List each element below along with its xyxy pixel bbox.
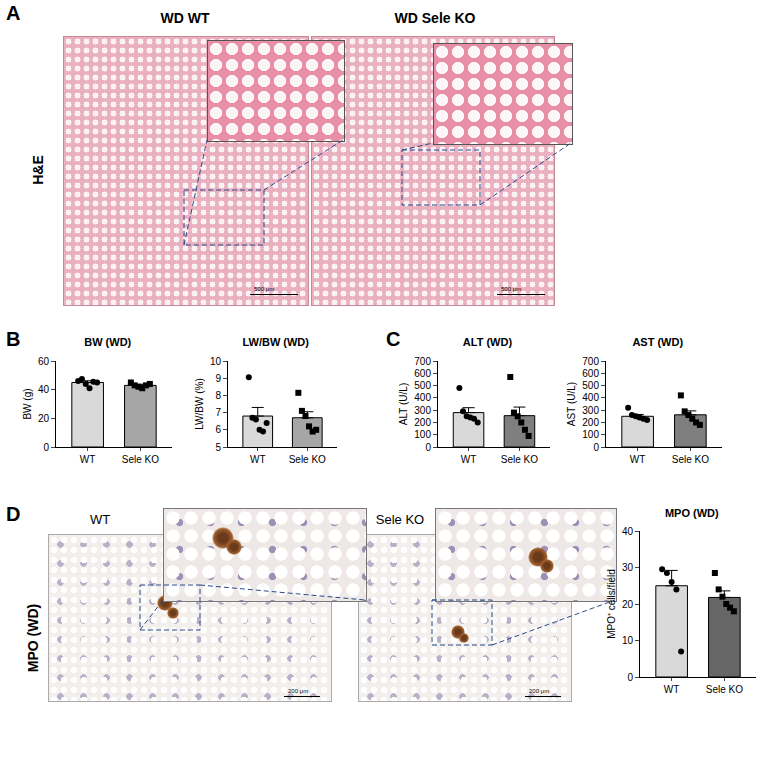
html-text:500 μm: 500 μm: [254, 286, 275, 292]
html-text:MPO (WD): MPO (WD): [25, 603, 41, 673]
svg-text:10: 10: [210, 356, 222, 367]
svg-text:8: 8: [215, 390, 221, 401]
svg-text:30: 30: [622, 562, 634, 573]
html-text:WD WT: WD WT: [160, 10, 210, 26]
svg-text:400: 400: [582, 392, 599, 403]
svg-text:20: 20: [622, 599, 634, 610]
svg-text:9: 9: [215, 373, 221, 384]
svg-text:WT: WT: [630, 454, 646, 465]
html-text:B: B: [6, 328, 21, 350]
svg-text:20: 20: [38, 413, 50, 424]
svg-text:100: 100: [582, 429, 599, 440]
svg-text:400: 400: [414, 392, 431, 403]
svg-text:ALT (U/L): ALT (U/L): [398, 383, 409, 425]
svg-text:40: 40: [38, 384, 50, 395]
html-text:WD Sele KO: WD Sele KO: [394, 10, 476, 26]
svg-text:0: 0: [425, 442, 431, 453]
html-text:C: C: [386, 328, 401, 350]
svg-text:60: 60: [38, 356, 50, 367]
svg-text:100: 100: [414, 429, 431, 440]
svg-text:700: 700: [414, 356, 431, 367]
svg-text:0: 0: [627, 672, 633, 683]
html-text:200 μm: 200 μm: [288, 688, 309, 694]
svg-text:500: 500: [414, 380, 431, 391]
svg-text:MPO (WD): MPO (WD): [665, 507, 719, 519]
html-text:H&E: H&E: [30, 155, 46, 185]
html-text:Sele KO: Sele KO: [375, 512, 425, 527]
svg-text:500: 500: [582, 380, 599, 391]
svg-text:300: 300: [582, 405, 599, 416]
svg-text:WT: WT: [250, 454, 266, 465]
svg-text:5: 5: [215, 442, 221, 453]
svg-text:WT: WT: [461, 454, 477, 465]
svg-text:700: 700: [582, 356, 599, 367]
html-text:200 μm: 200 μm: [529, 688, 550, 694]
svg-text:600: 600: [414, 368, 431, 379]
svg-text:ALT (WD): ALT (WD): [463, 336, 513, 348]
svg-text:40: 40: [622, 526, 634, 537]
svg-text:Sele KO: Sele KO: [501, 454, 538, 465]
svg-text:200: 200: [582, 417, 599, 428]
svg-text:WT: WT: [664, 684, 680, 695]
svg-text:10: 10: [622, 635, 634, 646]
svg-text:Sele KO: Sele KO: [122, 454, 159, 465]
svg-text:0: 0: [43, 442, 49, 453]
svg-text:Sele KO: Sele KO: [289, 454, 326, 465]
svg-text:AST (U/L): AST (U/L): [566, 382, 577, 426]
html-text:500 μm: 500 μm: [501, 286, 522, 292]
svg-text:LW/BW (%): LW/BW (%): [194, 378, 205, 429]
svg-text:Sele KO: Sele KO: [672, 454, 709, 465]
svg-text:Sele KO: Sele KO: [706, 684, 743, 695]
svg-text:300: 300: [414, 405, 431, 416]
html-text:WT: WT: [89, 512, 111, 527]
svg-text:200: 200: [414, 417, 431, 428]
svg-text:600: 600: [582, 368, 599, 379]
svg-text:0: 0: [593, 442, 599, 453]
svg-text:AST (WD): AST (WD): [632, 336, 683, 348]
svg-text:6: 6: [215, 424, 221, 435]
svg-text:BW (g): BW (g): [22, 388, 33, 419]
svg-text:WT: WT: [80, 454, 96, 465]
html-text:D: D: [6, 503, 21, 525]
svg-text:LW/BW (WD): LW/BW (WD): [242, 336, 309, 348]
html-text:A: A: [6, 2, 21, 24]
svg-text:BW (WD): BW (WD): [84, 336, 131, 348]
svg-text:7: 7: [215, 407, 221, 418]
svg-text:MPO⁺ cells/field: MPO⁺ cells/field: [606, 569, 617, 639]
